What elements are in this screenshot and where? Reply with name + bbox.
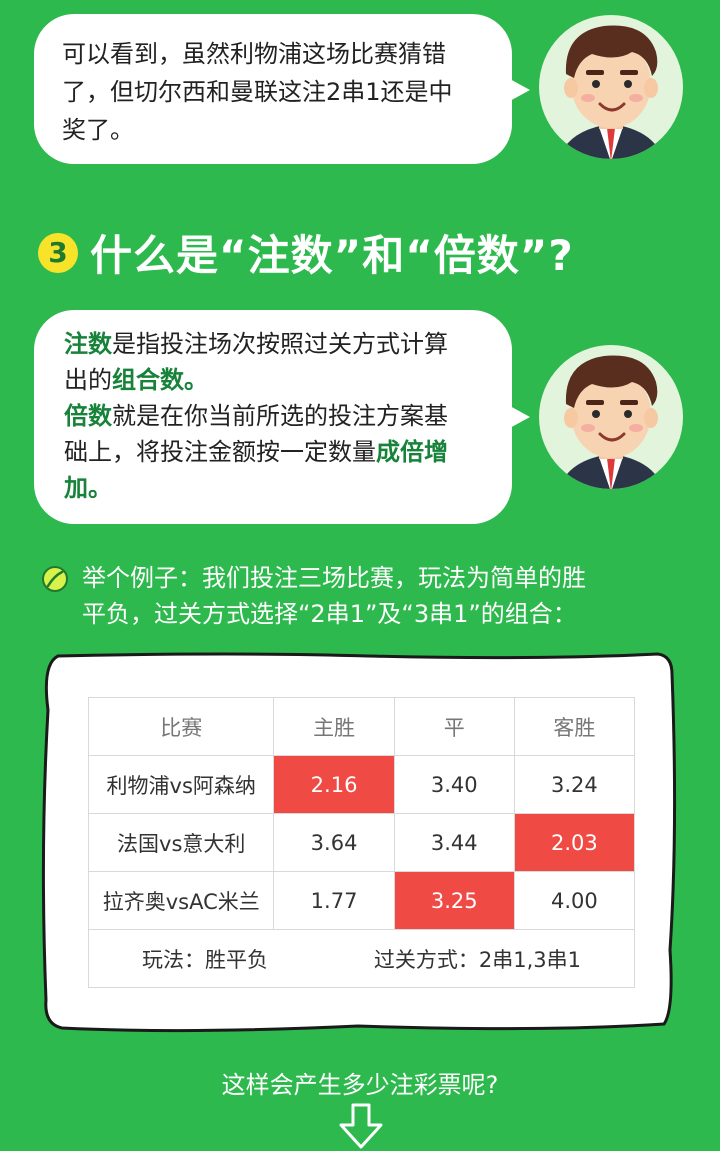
odds-cell: 3.40 <box>393 755 515 814</box>
leaf-icon <box>42 566 68 592</box>
parlay-type: 过关方式：2串1,3串1 <box>373 947 582 972</box>
host-avatar-icon <box>539 345 683 489</box>
bubble-1-text: 可以看到，虽然利物浦这场比赛猜错 了，但切尔西和曼联这注2串1还是中 奖了。 <box>62 40 453 144</box>
table-footer-row: 玩法：胜平负 过关方式：2串1,3串1 <box>88 929 635 988</box>
host-avatar-icon <box>539 15 683 159</box>
odds-cell-selected: 2.03 <box>513 813 636 872</box>
header-away-win: 客胜 <box>513 697 636 756</box>
speech-bubble-1 <box>34 14 512 164</box>
header-match: 比赛 <box>87 697 275 756</box>
table-row: 拉齐奥vsAC米兰 1.77 3.25 4.00 <box>87 871 636 930</box>
table-row: 法国vs意大利 3.64 3.44 2.03 <box>87 813 636 872</box>
odds-cell: 4.00 <box>513 871 636 930</box>
speech-bubble-2 <box>34 310 512 524</box>
odds-cell: 3.44 <box>393 813 515 872</box>
section-number-badge: 3 <box>38 232 78 273</box>
odds-cell-selected: 3.25 <box>393 871 515 930</box>
question-text: 这样会产生多少注彩票呢? <box>221 1071 499 1099</box>
match-name: 法国vs意大利 <box>87 813 275 872</box>
odds-cell: 3.64 <box>273 813 395 872</box>
down-arrow-icon <box>339 1103 383 1149</box>
table-header-row: 比赛 主胜 平 客胜 <box>87 697 636 756</box>
odds-cell: 3.24 <box>513 755 636 814</box>
match-name: 拉齐奥vsAC米兰 <box>87 871 275 930</box>
odds-cell-selected: 2.16 <box>273 755 395 814</box>
odds-table: 比赛 主胜 平 客胜 利物浦vs阿森纳 2.16 3.40 3.24 法国vs意… <box>87 697 636 988</box>
bubble-2-text: 注数是指投注场次按照过关方式计算 出的组合数。 倍数就是在你当前所选的投注方案基… <box>64 330 448 502</box>
header-home-win: 主胜 <box>273 697 395 756</box>
example-line-1: 举个例子：我们投注三场比赛，玩法为简单的胜 <box>82 564 586 592</box>
odds-cell: 1.77 <box>273 871 395 930</box>
speech-bubble-1-tail <box>508 78 530 102</box>
play-type: 玩法：胜平负 <box>141 947 268 972</box>
match-name: 利物浦vs阿森纳 <box>87 755 275 814</box>
example-line-2: 平负，过关方式选择“2串1”及“3串1”的组合： <box>82 600 577 628</box>
section-title: 什么是“注数”和“倍数”? <box>90 231 574 280</box>
section-heading: 3 什么是“注数”和“倍数”? <box>38 222 574 283</box>
header-draw: 平 <box>393 697 515 756</box>
speech-bubble-2-tail <box>508 405 530 429</box>
table-row: 利物浦vs阿森纳 2.16 3.40 3.24 <box>87 755 636 814</box>
